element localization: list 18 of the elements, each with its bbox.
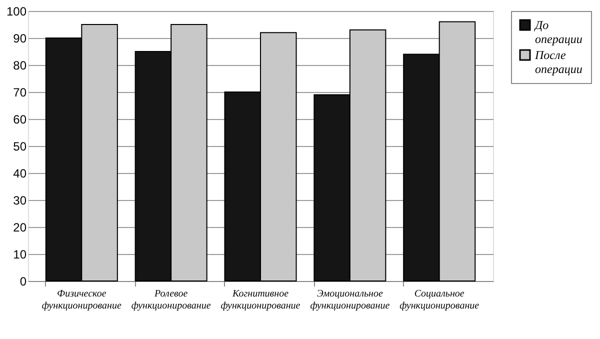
x-tick-label: Физическое функционирование bbox=[42, 288, 122, 312]
y-tick-label: 100 bbox=[6, 4, 27, 18]
y-tick-label: 10 bbox=[13, 248, 27, 262]
y-tick-label: 30 bbox=[13, 194, 27, 208]
y-tick-label: 80 bbox=[13, 58, 27, 72]
legend-label: До операции bbox=[534, 18, 582, 46]
x-tick-label: Социальное функционирование bbox=[400, 288, 480, 312]
y-tick-label: 0 bbox=[20, 274, 27, 288]
y-tick-label: 90 bbox=[13, 32, 27, 46]
legend-label: После операции bbox=[534, 48, 582, 76]
x-tick-label: Ролевое функционирование bbox=[131, 288, 212, 312]
y-tick-label: 70 bbox=[13, 86, 27, 100]
y-tick-label: 60 bbox=[13, 112, 27, 126]
y-tick-label: 20 bbox=[13, 220, 27, 234]
y-tick-label: 40 bbox=[13, 166, 27, 180]
x-tick-label: Эмоциональное функционирование bbox=[310, 288, 390, 312]
y-tick-label: 50 bbox=[13, 140, 27, 154]
x-tick-label: Когнитивное функционирование bbox=[220, 288, 301, 312]
